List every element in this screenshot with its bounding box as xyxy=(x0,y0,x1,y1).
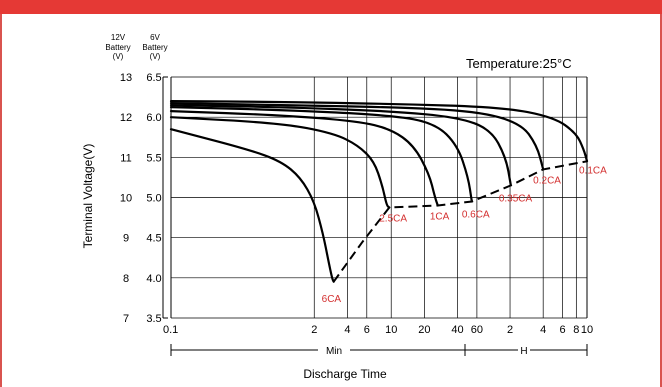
x-tick-label: 10 xyxy=(581,324,593,336)
y-6v-header-line-1: 6V xyxy=(150,33,160,42)
y-tick-6v: 5.0 xyxy=(146,193,161,205)
curve-0_35CA-ca xyxy=(169,104,512,187)
y-tick-12v: 7 xyxy=(123,313,129,325)
y-tick-12v: 13 xyxy=(120,72,132,84)
x-tick-label: 10 xyxy=(385,324,397,336)
end-voltage-dashed xyxy=(332,160,588,283)
x-axis-label: Discharge Time xyxy=(303,367,387,381)
x-tick-labels: 0.1 2 4 6 10 20 40 60 2 4 6 8 10 xyxy=(163,324,593,336)
y-axis-label: Terminal Voltage(V) xyxy=(81,144,95,249)
y-ticks-6v: 3.5 4.0 4.5 5.0 5.5 6.0 6.5 xyxy=(146,72,161,325)
curve-label: 1CA xyxy=(430,212,450,223)
curve-1CA-ca xyxy=(169,110,439,207)
y-tick-12v: 12 xyxy=(120,112,132,124)
top-accent-bar xyxy=(0,0,662,14)
curve-label: 2.5CA xyxy=(379,214,407,225)
x-tick-label: 4 xyxy=(540,324,546,336)
unit-min-label: Min xyxy=(326,346,342,357)
y-axis-12v-header: 12V Battery (V) xyxy=(105,33,130,61)
y-tick-12v: 8 xyxy=(123,273,129,285)
y-tick-6v: 6.5 xyxy=(146,72,161,84)
x-tick-label: 20 xyxy=(418,324,430,336)
y-tick-6v: 4.5 xyxy=(146,233,161,245)
curve-label: 0.1CA xyxy=(579,165,607,176)
end-voltage-line xyxy=(332,160,588,283)
curve-0_1CA-ca xyxy=(169,100,589,163)
x-tick-label: 40 xyxy=(451,324,463,336)
curve-label: 0.2CA xyxy=(533,175,561,186)
y-tick-6v: 6.0 xyxy=(146,112,161,124)
y-axis-6v-header: 6V Battery (V) xyxy=(142,33,167,61)
curve-label: 6CA xyxy=(322,294,342,305)
y-tick-12v: 11 xyxy=(120,152,131,164)
y-ticks-12v: 7 8 9 10 11 12 13 xyxy=(120,72,132,325)
x-tick-label: 4 xyxy=(344,324,350,336)
curve-0_2CA-ca xyxy=(169,102,545,171)
curve-label: 0.6CA xyxy=(462,210,490,221)
curve-6CA-ca xyxy=(169,128,335,283)
y-6v-header-line-2: Battery xyxy=(142,43,167,52)
x-tick-label: 2 xyxy=(311,324,317,336)
x-tick-label: 6 xyxy=(560,324,566,336)
x-tick-label: 60 xyxy=(471,324,483,336)
y-tick-12v: 9 xyxy=(123,233,129,245)
temperature-label: Temperature:25°C xyxy=(466,56,572,71)
y-tick-6v: 3.5 xyxy=(146,313,161,325)
x-tick-label: 2 xyxy=(507,324,513,336)
y-tick-6v: 4.0 xyxy=(146,273,161,285)
y-12v-header-line-2: Battery xyxy=(105,43,130,52)
unit-h-label: H xyxy=(520,346,527,357)
curve-label: 0.35CA xyxy=(499,193,533,204)
curve-2_5CA-ca xyxy=(169,116,391,209)
y-tick-6v: 5.5 xyxy=(146,152,161,164)
y-12v-header-line-1: 12V xyxy=(111,33,126,42)
curve-0_6CA-ca xyxy=(169,106,473,203)
y-6v-header-line-3: (V) xyxy=(150,52,161,61)
time-unit-bracket xyxy=(170,344,588,356)
y-12v-header-line-3: (V) xyxy=(113,52,124,61)
y-tick-12v: 10 xyxy=(120,193,132,205)
x-tick-label: 0.1 xyxy=(163,324,178,336)
x-tick-label: 8 xyxy=(573,324,579,336)
discharge-curves xyxy=(169,100,589,283)
x-tick-label: 6 xyxy=(364,324,370,336)
